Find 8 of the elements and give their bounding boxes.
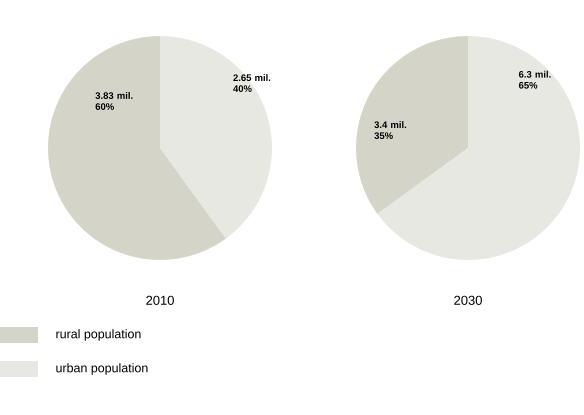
legend-label: rural population: [56, 329, 141, 341]
data-label: 6.3 mil. 65%: [518, 70, 551, 89]
text: 2010: [146, 296, 174, 305]
legend-label: urban population: [56, 363, 148, 375]
text: 2030: [454, 296, 482, 305]
data-label: 2.65 mil. 40%: [233, 74, 270, 92]
data-label: 3.4 mil. 35%: [374, 121, 406, 140]
data-label: 3.83 mil. 60%: [95, 92, 132, 110]
